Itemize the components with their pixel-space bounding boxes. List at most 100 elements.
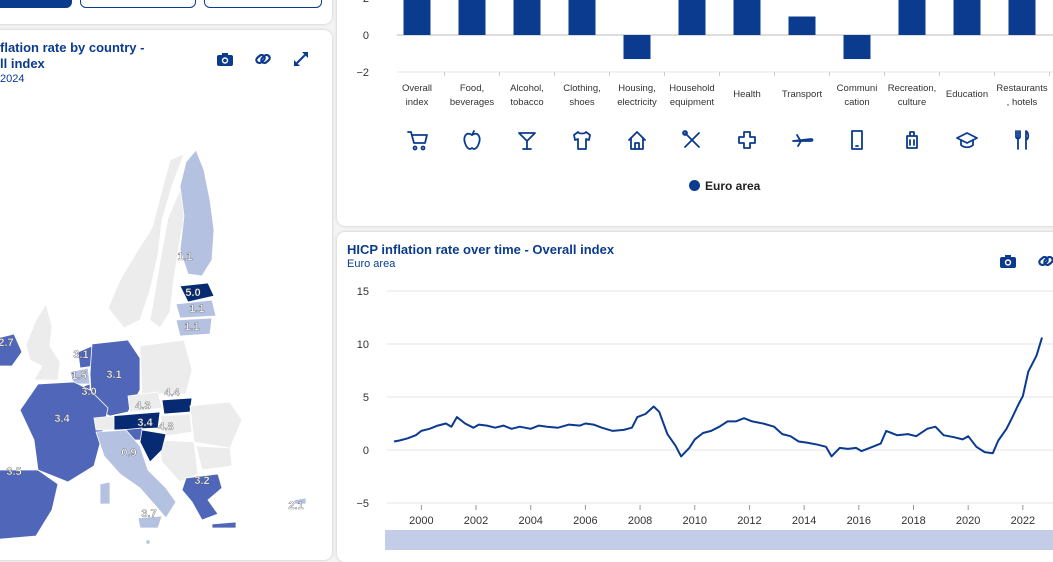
- map-sicily[interactable]: [137, 515, 163, 529]
- x-tick-label: 2016: [847, 515, 871, 527]
- cutlery-icon: [1015, 130, 1030, 150]
- map-bulgaria[interactable]: [195, 445, 233, 471]
- bar-1[interactable]: [458, 0, 486, 35]
- category-label: Food,: [460, 83, 484, 94]
- link-icon[interactable]: [254, 50, 272, 68]
- map-malta[interactable]: [145, 539, 151, 545]
- label-nl: 3.1: [73, 349, 88, 361]
- bar-6[interactable]: [733, 0, 761, 35]
- map-spain[interactable]: [0, 469, 59, 540]
- tab-button-active[interactable]: [0, 0, 72, 8]
- map-uk[interactable]: [25, 303, 61, 381]
- label-lu: 3.0: [81, 386, 96, 398]
- suitcase-icon: [906, 131, 918, 149]
- link-icon[interactable]: [1037, 252, 1053, 270]
- map-cyprus[interactable]: [293, 497, 307, 505]
- bar-3[interactable]: [568, 0, 596, 35]
- map-slovakia[interactable]: [161, 397, 193, 415]
- map-switzerland[interactable]: [93, 415, 115, 431]
- map-date: 2024: [0, 73, 25, 85]
- x-tick-label: 2004: [518, 515, 542, 527]
- map-ireland[interactable]: [0, 333, 23, 367]
- label-at: 4.3: [135, 400, 150, 412]
- map-finland[interactable]: [179, 149, 215, 277]
- map-crete[interactable]: [211, 521, 237, 529]
- map-germany[interactable]: [89, 339, 141, 417]
- category-label: , hotels: [1007, 97, 1038, 108]
- bar-legend[interactable]: Euro area: [689, 179, 760, 193]
- map-hungary[interactable]: [159, 413, 193, 437]
- label-sk: 4.4: [164, 387, 180, 399]
- map-greece[interactable]: [181, 473, 223, 521]
- label-ee: 5.0: [185, 287, 200, 299]
- fullscreen-icon[interactable]: [292, 50, 310, 68]
- map-lithuania[interactable]: [175, 317, 213, 337]
- bar-4[interactable]: [623, 35, 651, 60]
- map-balkans[interactable]: [157, 439, 199, 483]
- line-chart: −5 0 5 10 15 2000 2002 2004 2006 2008 2010 2012 2014…: [356, 286, 1053, 550]
- category-label: electricity: [617, 97, 657, 108]
- bar-5[interactable]: [678, 0, 706, 35]
- label-fr: 3.4: [54, 413, 70, 425]
- line-title-bold: Overall index: [532, 242, 615, 257]
- category-label: culture: [898, 97, 927, 108]
- tab-button-3[interactable]: [204, 0, 322, 8]
- x-tick-label: 2006: [573, 515, 597, 527]
- category-label: Alcohol,: [510, 83, 544, 94]
- label-es: 3.5: [6, 466, 21, 478]
- bar-7[interactable]: [788, 16, 816, 36]
- tools-icon: [682, 130, 700, 148]
- map-sardinia[interactable]: [99, 481, 111, 505]
- x-tick-label: 2002: [464, 515, 488, 527]
- map-norway[interactable]: [107, 153, 185, 329]
- label-mt: 3.7: [141, 508, 156, 520]
- category-label: index: [406, 97, 429, 108]
- bar-10[interactable]: [953, 0, 981, 35]
- bar-11[interactable]: [1008, 0, 1036, 35]
- map-czechia[interactable]: [127, 391, 163, 413]
- category-label: Transport: [782, 89, 823, 100]
- bar-2[interactable]: [513, 0, 541, 35]
- camera-icon[interactable]: [216, 50, 234, 68]
- y-tick-label: 0: [363, 30, 369, 42]
- x-tick-label: 2018: [901, 515, 925, 527]
- line-series-euro-area[interactable]: [393, 337, 1043, 458]
- bar-panel: −2 0 2 Overall index Food, beverages Alcohol, to…: [337, 0, 1053, 226]
- range-navigator[interactable]: [385, 530, 1053, 550]
- y-tick-label: −2: [356, 67, 369, 79]
- legend-label: Euro area: [705, 179, 761, 193]
- map-latvia[interactable]: [175, 299, 217, 319]
- category-label: Recreation,: [888, 83, 937, 94]
- map-croatia[interactable]: [139, 429, 167, 463]
- plane-icon: [792, 134, 814, 147]
- map-italy[interactable]: [95, 429, 177, 519]
- camera-icon[interactable]: [999, 252, 1017, 270]
- tab-button-2[interactable]: [80, 0, 196, 8]
- label-ie: 2.7: [0, 337, 14, 349]
- cross-icon: [738, 131, 756, 149]
- map-estonia[interactable]: [179, 282, 215, 303]
- map-poland[interactable]: [139, 339, 193, 395]
- label-gr: 3.2: [194, 475, 209, 487]
- map-france[interactable]: [19, 381, 109, 483]
- category-label: Overall: [402, 83, 432, 94]
- bar-0[interactable]: [403, 0, 431, 36]
- category-label: shoes: [569, 97, 595, 108]
- label-cy: 2.1: [288, 500, 303, 512]
- x-tick-label: 2022: [1011, 515, 1035, 527]
- y-tick-label: 15: [357, 286, 369, 298]
- x-tick-label: 2008: [628, 515, 652, 527]
- graduation-cap-icon: [956, 132, 978, 149]
- line-title-prefix: HICP inflation rate over time -: [347, 242, 533, 257]
- label-si: 3.4: [137, 417, 153, 429]
- map-romania[interactable]: [189, 401, 243, 449]
- map-title-line2: ll index: [0, 56, 45, 71]
- line-panel: HICP inflation rate over time - Overall …: [337, 232, 1053, 562]
- category-label: beverages: [450, 97, 495, 108]
- bar-8[interactable]: [843, 35, 871, 60]
- line-title: HICP inflation rate over time - Overall …: [347, 242, 614, 257]
- category-label: Household: [669, 83, 714, 94]
- bar-9[interactable]: [898, 0, 926, 36]
- buttons-panel: [0, 0, 332, 24]
- label-it: 0.9: [121, 447, 136, 459]
